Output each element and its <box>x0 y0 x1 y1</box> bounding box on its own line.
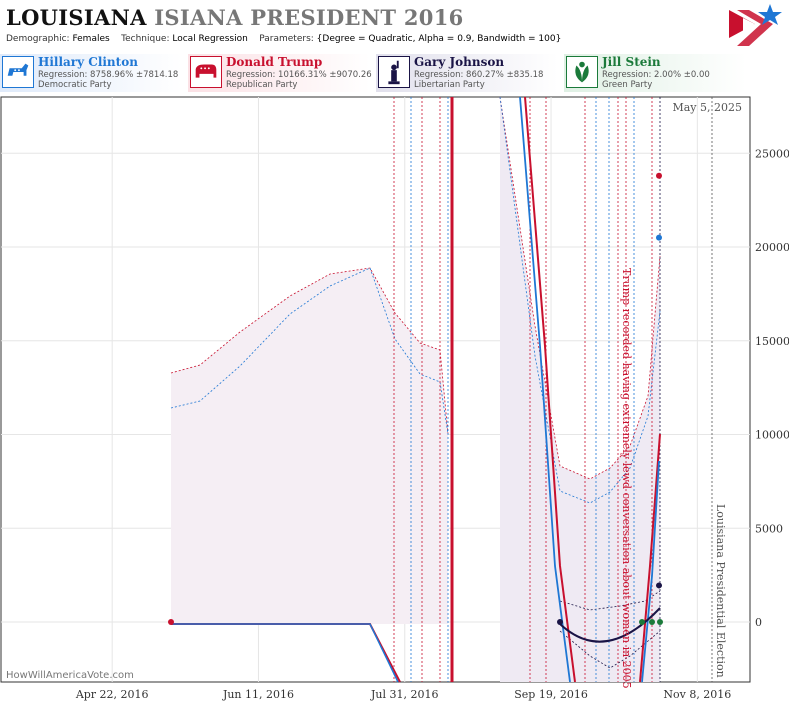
donkey-icon <box>2 56 34 88</box>
point-start-trump <box>168 619 174 625</box>
series-line-clinton-late <box>519 96 571 683</box>
point-stein-b <box>657 619 663 625</box>
y-tick-label: 25000 <box>755 147 789 160</box>
technique-value: Local Regression <box>172 34 248 44</box>
point-trump <box>656 172 662 179</box>
x-tick-label: Nov 8, 2016 <box>663 688 731 701</box>
y-tick-label: 0 <box>755 616 762 629</box>
annotation-election: Louisiana Presidential Election <box>714 504 727 678</box>
series-line-trump-late <box>524 96 576 683</box>
y-tick-label: 5000 <box>755 522 783 535</box>
parameters-value: {Degree = Quadratic, Alpha = 0.9, Bandwi… <box>316 34 562 44</box>
liberty-icon <box>378 56 410 88</box>
site-logo-icon <box>729 4 782 46</box>
series-line-trump-rise <box>639 433 661 683</box>
candidate-johnson: Gary Johnson Regression: 860.27% ±835.18… <box>376 54 558 92</box>
x-tick-label: Jun 11, 2016 <box>222 688 294 701</box>
x-tick-label: Jul 31, 2016 <box>370 688 439 701</box>
y-tick-label: 20000 <box>755 241 789 254</box>
point-stein-a <box>639 619 645 625</box>
chart-date-label: May 5, 2025 <box>672 101 742 114</box>
watermark: HowWillAmericaVote.com <box>6 670 134 681</box>
point-johnson <box>656 582 662 589</box>
leaf-icon <box>566 56 598 88</box>
series-line-clinton-rise <box>641 460 660 683</box>
x-tick-label: Apr 22, 2016 <box>75 688 149 701</box>
candidate-stein: Jill Stein Regression: 2.00% ±0.00 Green… <box>564 54 746 92</box>
elephant-icon <box>190 56 222 88</box>
annotation-trump-tape: Trump recorded having extremely lewd con… <box>620 268 633 689</box>
y-tick-label: 15000 <box>755 335 789 348</box>
plot-frame <box>0 96 751 683</box>
candidate-clinton: Hillary Clinton Regression: 8758.96% ±78… <box>0 54 182 92</box>
point-stein <box>649 618 655 625</box>
series-line-trump <box>171 623 401 683</box>
x-tick-label: Sep 19, 2016 <box>514 688 588 701</box>
page-title: LOUISIANA ISIANA PRESIDENT 2016 <box>6 5 464 30</box>
series-line-johnson <box>559 607 661 643</box>
regression-chart: 0 5000 10000 15000 20000 25000 Apr 22, 2016 Jun… <box>0 96 789 701</box>
y-tick-label: 10000 <box>755 429 789 442</box>
candidate-trump: Donald Trump Regression: 10166.31% ±9070… <box>188 54 372 92</box>
point-clinton <box>656 234 662 241</box>
parameters-line: Demographic: Females Technique: Local Re… <box>6 34 562 44</box>
point-start-johnson <box>557 619 563 625</box>
demographic-value: Females <box>72 34 110 44</box>
series-line-clinton <box>171 623 399 683</box>
